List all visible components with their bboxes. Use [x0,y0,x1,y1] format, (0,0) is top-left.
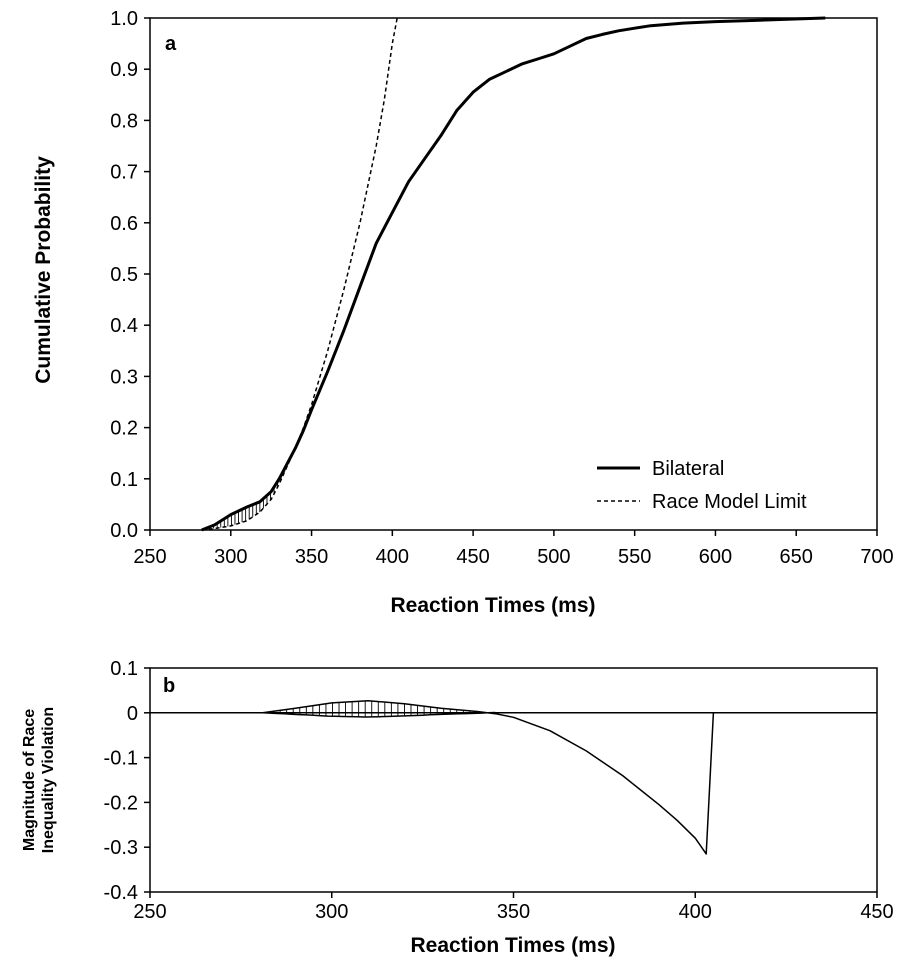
y-tick-label: 1.0 [110,8,138,30]
x-tick-label: 450 [456,546,489,568]
x-tick-label: 250 [133,546,166,568]
x-tick-label: 650 [780,546,813,568]
panel-b-y-axis-label: Magnitude of Race Inequality Violation [21,707,57,853]
panel-b-y-axis-label-line-2: Inequality Violation [40,707,57,853]
y-tick-label: 0.1 [110,469,138,491]
panel-b-y-ticks: 0.1 0 -0.1 -0.2 -0.3 -0.4 [104,658,150,904]
x-tick-label: 350 [295,546,328,568]
y-tick-label: 0.2 [110,418,138,440]
y-tick-label: 0 [127,703,138,725]
x-tick-label: 300 [214,546,247,568]
x-tick-label: 400 [679,901,712,923]
y-tick-label: 0.5 [110,264,138,286]
panel-a-legend: Bilateral Race Model Limit [597,458,807,513]
series-race-model-limit [201,17,398,531]
violation-lobe-outline [262,711,496,718]
legend-label-bilateral: Bilateral [652,458,724,480]
panel-a-letter: a [165,33,177,55]
y-tick-label: -0.2 [104,792,138,814]
series-bilateral [201,16,826,532]
x-tick-label: 550 [618,546,651,568]
y-tick-label: -0.3 [104,837,138,859]
panel-b-x-axis-label: Reaction Times (ms) [410,934,615,957]
panel-a-violation-hatch [206,454,293,530]
panel-a-x-axis-label: Reaction Times (ms) [390,594,595,617]
x-tick-label: 700 [860,546,893,568]
series-violation-magnitude [262,699,715,855]
y-tick-label: 0.6 [110,213,138,235]
y-tick-label: 0.4 [110,315,138,337]
panel-a-y-axis-label: Cumulative Probability [32,156,55,384]
x-tick-label: 400 [376,546,409,568]
x-tick-label: 500 [537,546,570,568]
panel-b-x-ticks: 250 300 350 400 450 [133,892,894,923]
x-tick-label: 450 [860,901,893,923]
x-tick-label: 300 [315,901,348,923]
y-tick-label: 0.7 [110,162,138,184]
panel-b-series [262,699,715,855]
y-tick-label: 0.8 [110,110,138,132]
panel-a-x-ticks: 250 300 350 400 450 500 550 600 650 700 [133,530,894,568]
y-tick-label: 0.0 [110,520,138,542]
panel-a: 250 300 350 400 450 500 550 600 650 700 0.0 0.1 0.2… [32,8,894,617]
panel-b-letter: b [163,675,175,697]
panel-a-series [201,16,826,532]
panel-b-y-axis-label-line-1: Magnitude of Race [21,709,38,851]
panel-a-plot-frame [149,17,878,531]
y-tick-label: -0.4 [104,882,138,904]
x-tick-label: 350 [497,901,530,923]
legend-label-race-model-limit: Race Model Limit [652,491,807,513]
y-tick-label: 0.9 [110,59,138,81]
x-tick-label: 250 [133,901,166,923]
y-tick-label: -0.1 [104,748,138,770]
panel-b-plot-frame [149,667,878,893]
x-tick-label: 600 [699,546,732,568]
panel-b-violation-hatch [273,700,477,717]
panel-a-y-ticks: 0.0 0.1 0.2 0.3 0.4 0.5 0.6 0.7 0.8 0.9 1.0 [110,8,150,542]
panel-b: 250 300 350 400 450 0.1 0 -0.1 -0.2 -0.3 -0.4 b R… [21,658,894,957]
y-tick-label: 0.3 [110,366,138,388]
y-tick-label: 0.1 [110,658,138,680]
